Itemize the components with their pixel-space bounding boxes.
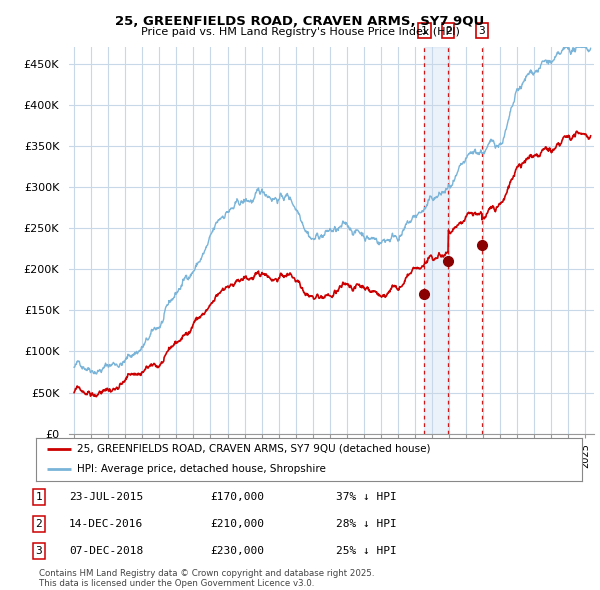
Text: 25, GREENFIELDS ROAD, CRAVEN ARMS, SY7 9QU (detached house): 25, GREENFIELDS ROAD, CRAVEN ARMS, SY7 9… [77, 444, 430, 454]
Text: Price paid vs. HM Land Registry's House Price Index (HPI): Price paid vs. HM Land Registry's House … [140, 27, 460, 37]
Text: £170,000: £170,000 [210, 492, 264, 502]
Text: 3: 3 [479, 25, 485, 35]
Text: Contains HM Land Registry data © Crown copyright and database right 2025.
This d: Contains HM Land Registry data © Crown c… [39, 569, 374, 588]
Text: 2: 2 [35, 519, 43, 529]
Text: 14-DEC-2016: 14-DEC-2016 [69, 519, 143, 529]
Text: £230,000: £230,000 [210, 546, 264, 556]
Text: 3: 3 [35, 546, 43, 556]
Text: 1: 1 [421, 25, 428, 35]
Text: 25% ↓ HPI: 25% ↓ HPI [336, 546, 397, 556]
Text: 2: 2 [445, 25, 452, 35]
Text: £210,000: £210,000 [210, 519, 264, 529]
Text: 07-DEC-2018: 07-DEC-2018 [69, 546, 143, 556]
Text: 37% ↓ HPI: 37% ↓ HPI [336, 492, 397, 502]
Text: 1: 1 [35, 492, 43, 502]
Text: 25, GREENFIELDS ROAD, CRAVEN ARMS, SY7 9QU: 25, GREENFIELDS ROAD, CRAVEN ARMS, SY7 9… [115, 15, 485, 28]
Text: 28% ↓ HPI: 28% ↓ HPI [336, 519, 397, 529]
Text: 23-JUL-2015: 23-JUL-2015 [69, 492, 143, 502]
Bar [424, 47, 448, 434]
Text: HPI: Average price, detached house, Shropshire: HPI: Average price, detached house, Shro… [77, 464, 326, 474]
